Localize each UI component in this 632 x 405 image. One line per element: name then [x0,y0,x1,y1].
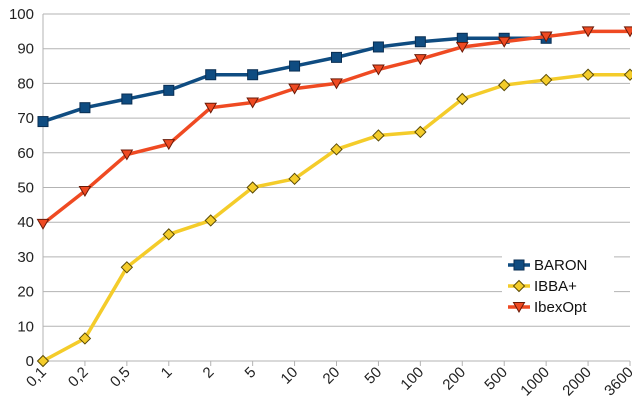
data-point [247,69,259,81]
x-tick-label: 3600 [601,364,632,400]
data-point [372,64,385,76]
data-point [455,41,469,53]
data-point [289,60,301,72]
data-point [79,102,91,114]
data-point [330,78,343,90]
x-tick-label: 500 [481,364,511,394]
y-axis-tick-labels: 0 10 20 30 40 50 60 70 80 90 100 [9,6,34,370]
legend-item: IbexOpt [508,299,587,316]
legend-swatch-marker [512,302,526,313]
data-point [204,102,218,114]
legend: BARON IBBA+ IbexOpt [502,250,614,319]
y-tick-label: 80 [17,75,34,92]
y-tick-label: 30 [17,249,34,266]
x-tick-label: 1000 [517,364,553,400]
data-point [36,218,50,230]
data-point [330,143,343,156]
y-tick-label: 100 [9,6,34,23]
data-point [162,139,176,151]
x-tick-label: 2 [200,364,218,382]
y-tick-label: 70 [17,110,34,127]
data-point [623,26,632,38]
data-point [372,129,385,142]
data-point [246,97,260,109]
data-point [414,36,426,48]
data-point [120,261,134,274]
data-point [581,68,595,81]
legend-label: BARON [534,257,587,274]
data-point [414,125,427,139]
y-tick-label: 10 [17,318,34,335]
y-tick-label: 60 [17,145,34,162]
y-tick-label: 0 [26,353,34,370]
data-point [78,185,92,197]
data-point [121,93,133,105]
x-axis-tick-labels: 0,1 0,2 0,5 1 2 5 10 20 50 100 200 500 1000 2000 3600 [23,364,632,400]
series-ibba- [36,68,632,368]
x-tick-label: 2000 [559,364,595,400]
data-point [539,73,553,87]
data-point [456,32,468,44]
data-point [162,228,175,241]
legend-swatch-marker [513,259,525,271]
legend-swatch-marker [512,279,526,293]
x-tick-label: 1 [158,364,176,382]
data-point [456,92,469,106]
legend-label: IbexOpt [534,299,587,316]
x-tick-label: 50 [361,364,385,388]
x-tick-label: 10 [278,364,302,388]
series-ibexopt [36,26,632,230]
data-point [331,51,342,63]
data-point [37,116,49,128]
data-point [623,68,632,81]
series-line [42,36,547,124]
x-tick-label: 0,5 [107,364,134,391]
data-point [78,332,92,345]
data-point [288,172,301,186]
legend-label: IBBA+ [534,278,577,295]
data-point [205,69,217,81]
data-point [36,354,50,368]
legend-item: IBBA+ [508,278,577,295]
x-tick-label: 100 [397,364,427,394]
data-point [246,181,259,194]
data-point [120,149,134,161]
data-point [497,36,511,48]
data-point [372,41,384,53]
x-tick-label: 20 [320,364,344,388]
data-point [163,84,175,96]
x-tick-label: 5 [242,364,260,382]
data-point [581,26,595,38]
data-point [539,31,553,43]
y-tick-label: 50 [17,180,34,197]
y-tick-label: 20 [17,284,34,301]
x-tick-label: 0,2 [65,364,92,391]
legend-item: BARON [508,257,587,274]
y-tick-label: 40 [17,214,34,231]
data-point [498,78,511,92]
data-point [413,54,427,66]
y-tick-label: 90 [17,41,34,58]
x-tick-label: 200 [439,364,469,394]
data-point [288,83,301,95]
series-baron [37,32,552,128]
data-point [204,214,217,227]
series-lines [36,26,632,368]
